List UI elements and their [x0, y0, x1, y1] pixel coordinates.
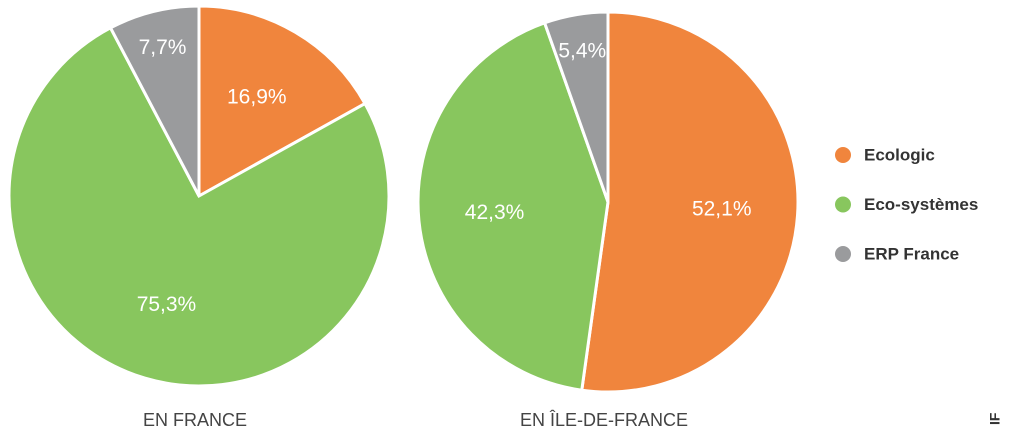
legend-label: Eco-systèmes	[864, 195, 978, 214]
value-label: 7,7%	[139, 36, 187, 59]
pie-slice	[416, 20, 610, 392]
legend-swatch	[835, 196, 851, 213]
legend-swatch	[835, 246, 851, 262]
legend-swatch	[835, 147, 851, 163]
watermark: IF	[987, 412, 1003, 425]
legend-label: Ecologic	[864, 145, 935, 164]
pie-slice	[197, 4, 368, 199]
pie-slice	[7, 25, 391, 388]
pie-slice	[580, 10, 800, 394]
value-label: 16,9%	[227, 85, 287, 108]
value-label: 52,1%	[692, 197, 752, 220]
value-label: 75,3%	[137, 293, 197, 316]
value-label: 5,4%	[558, 40, 606, 63]
chart-title: EN FRANCE	[143, 410, 247, 430]
chart-title: EN ÎLE-DE-FRANCE	[520, 410, 688, 430]
legend-label: ERP France	[864, 244, 959, 263]
pie-slice	[542, 10, 610, 203]
value-label: 42,3%	[465, 201, 525, 224]
pie-slice	[108, 4, 201, 197]
